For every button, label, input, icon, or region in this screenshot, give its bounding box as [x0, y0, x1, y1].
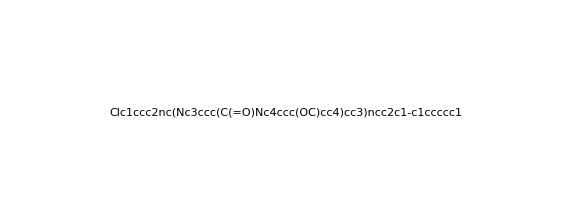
- Text: Clc1ccc2nc(Nc3ccc(C(=O)Nc4ccc(OC)cc4)cc3)ncc2c1-c1ccccc1: Clc1ccc2nc(Nc3ccc(C(=O)Nc4ccc(OC)cc4)cc3…: [109, 107, 463, 117]
